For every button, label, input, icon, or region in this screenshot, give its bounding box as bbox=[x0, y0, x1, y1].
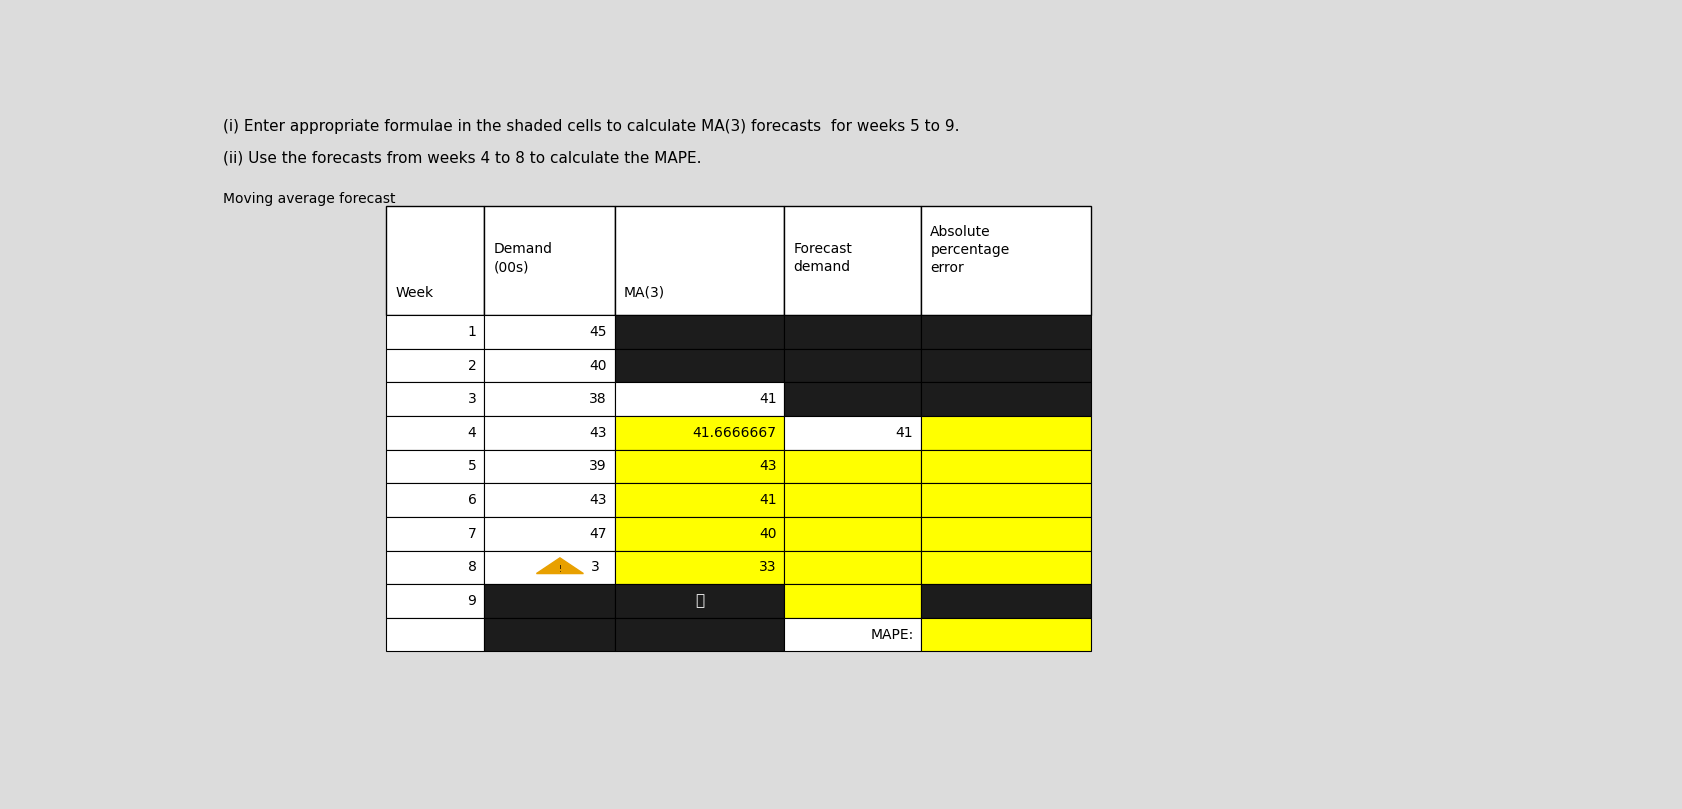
Bar bbox=[784, 517, 920, 551]
Bar bbox=[387, 450, 484, 483]
Polygon shape bbox=[537, 558, 584, 574]
Bar bbox=[614, 618, 784, 651]
Bar bbox=[784, 349, 920, 383]
Bar bbox=[387, 618, 484, 651]
Bar bbox=[920, 584, 1090, 618]
Bar bbox=[387, 517, 484, 551]
Bar bbox=[387, 551, 484, 584]
Bar bbox=[387, 206, 484, 316]
Bar bbox=[784, 316, 920, 349]
Text: 41: 41 bbox=[759, 493, 775, 507]
Text: 7: 7 bbox=[468, 527, 476, 540]
Bar bbox=[484, 551, 614, 584]
Bar bbox=[784, 383, 920, 416]
Bar bbox=[484, 416, 614, 450]
Bar bbox=[484, 383, 614, 416]
Bar bbox=[920, 206, 1090, 316]
Bar bbox=[614, 349, 784, 383]
Text: 47: 47 bbox=[589, 527, 607, 540]
Text: Week: Week bbox=[395, 286, 434, 299]
Text: 3: 3 bbox=[468, 392, 476, 406]
Bar bbox=[387, 349, 484, 383]
Bar bbox=[484, 584, 614, 618]
Text: (ii) Use the forecasts from weeks 4 to 8 to calculate the MAPE.: (ii) Use the forecasts from weeks 4 to 8… bbox=[224, 150, 701, 165]
Text: 38: 38 bbox=[589, 392, 607, 406]
Text: 43: 43 bbox=[589, 426, 607, 440]
Text: Absolute
percentage
error: Absolute percentage error bbox=[930, 225, 1009, 274]
Bar bbox=[484, 483, 614, 517]
Text: 43: 43 bbox=[589, 493, 607, 507]
Bar bbox=[920, 450, 1090, 483]
Text: 40: 40 bbox=[759, 527, 775, 540]
Bar bbox=[614, 517, 784, 551]
Bar bbox=[920, 618, 1090, 651]
Text: MA(3): MA(3) bbox=[624, 286, 664, 299]
Bar bbox=[784, 584, 920, 618]
Text: MAPE:: MAPE: bbox=[870, 628, 913, 642]
Text: Moving average forecast: Moving average forecast bbox=[224, 192, 395, 205]
Text: 9: 9 bbox=[468, 594, 476, 608]
Text: Forecast
demand: Forecast demand bbox=[792, 243, 851, 274]
Bar bbox=[484, 206, 614, 316]
Bar bbox=[784, 618, 920, 651]
Bar bbox=[387, 483, 484, 517]
Bar bbox=[614, 416, 784, 450]
Bar bbox=[387, 416, 484, 450]
Bar bbox=[484, 618, 614, 651]
Bar bbox=[484, 450, 614, 483]
Text: 40: 40 bbox=[589, 358, 607, 373]
Bar bbox=[387, 383, 484, 416]
Bar bbox=[920, 517, 1090, 551]
Bar bbox=[920, 316, 1090, 349]
Bar bbox=[784, 450, 920, 483]
Bar bbox=[614, 584, 784, 618]
Bar bbox=[484, 349, 614, 383]
Text: 4: 4 bbox=[468, 426, 476, 440]
Bar bbox=[784, 206, 920, 316]
Text: 6: 6 bbox=[468, 493, 476, 507]
Text: 41: 41 bbox=[759, 392, 775, 406]
Bar bbox=[920, 551, 1090, 584]
Text: 5: 5 bbox=[468, 460, 476, 473]
Bar bbox=[920, 349, 1090, 383]
Bar bbox=[484, 316, 614, 349]
Text: 1: 1 bbox=[468, 325, 476, 339]
Bar bbox=[784, 551, 920, 584]
Bar bbox=[614, 450, 784, 483]
Bar bbox=[387, 584, 484, 618]
Bar bbox=[614, 383, 784, 416]
Bar bbox=[614, 206, 784, 316]
Bar bbox=[484, 517, 614, 551]
Text: 45: 45 bbox=[589, 325, 607, 339]
Text: 2: 2 bbox=[468, 358, 476, 373]
Text: Demand
(00s): Demand (00s) bbox=[493, 243, 552, 274]
Text: 39: 39 bbox=[589, 460, 607, 473]
Bar bbox=[784, 483, 920, 517]
Bar bbox=[920, 416, 1090, 450]
Bar bbox=[614, 551, 784, 584]
Bar bbox=[614, 316, 784, 349]
Bar bbox=[784, 416, 920, 450]
Bar bbox=[614, 483, 784, 517]
Text: 33: 33 bbox=[759, 561, 775, 574]
Bar bbox=[920, 483, 1090, 517]
Text: 41: 41 bbox=[895, 426, 913, 440]
Text: 41.6666667: 41.6666667 bbox=[691, 426, 775, 440]
Text: (i) Enter appropriate formulae in the shaded cells to calculate MA(3) forecasts : (i) Enter appropriate formulae in the sh… bbox=[224, 119, 959, 133]
Text: 3: 3 bbox=[590, 561, 599, 574]
Bar bbox=[387, 316, 484, 349]
Bar bbox=[920, 383, 1090, 416]
Text: !: ! bbox=[558, 565, 562, 574]
Text: ➕: ➕ bbox=[695, 594, 703, 608]
Text: 8: 8 bbox=[468, 561, 476, 574]
Text: 43: 43 bbox=[759, 460, 775, 473]
